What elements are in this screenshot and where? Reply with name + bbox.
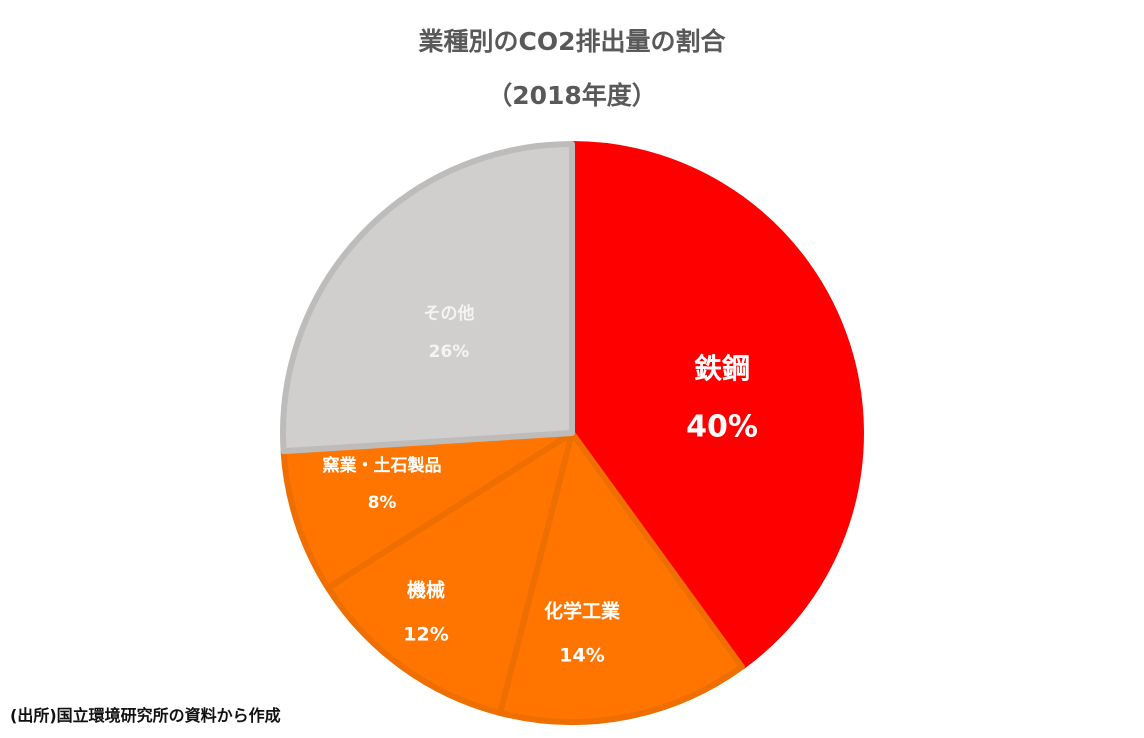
value-label: 26%: [429, 342, 470, 362]
chart-title: 業種別のCO2排出量の割合: [418, 27, 726, 56]
source-note: (出所)国立環境研究所の資料から作成: [10, 706, 281, 725]
value-label: 8%: [368, 493, 397, 513]
value-label: 40%: [686, 410, 758, 445]
value-label: 14%: [559, 645, 604, 667]
pie-slice-4: [280, 430, 575, 591]
value-label: 12%: [403, 624, 448, 646]
pie-slice-5: [280, 141, 575, 455]
category-label: 化学工業: [544, 600, 621, 623]
category-label: 機械: [407, 579, 445, 602]
category-label: 窯業・土石製品: [323, 455, 442, 476]
pie-slice-3: [324, 430, 575, 716]
pie-slice-2: [497, 430, 745, 725]
chart-subtitle: （2018年度）: [487, 81, 657, 110]
category-label: その他: [424, 303, 475, 324]
category-label: 鉄鋼: [694, 352, 750, 385]
pie-slice-1: [569, 141, 864, 670]
